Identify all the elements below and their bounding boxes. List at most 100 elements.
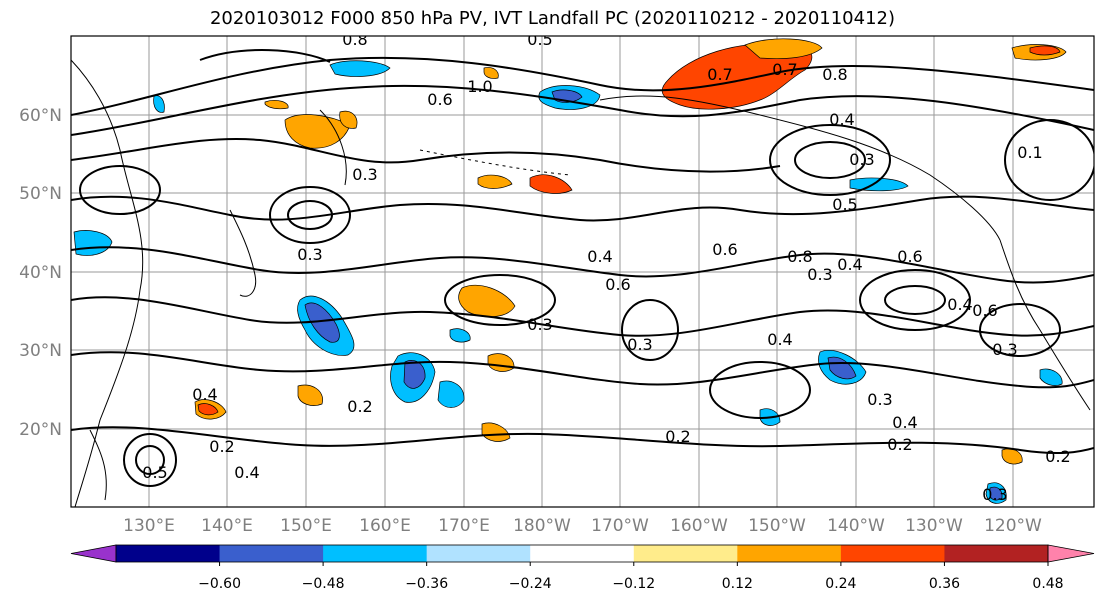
colorbar-frame [115, 544, 1049, 563]
contour-loop [769, 124, 891, 196]
lat-label: 20°N [19, 420, 62, 440]
contour-label: 0.2 [347, 397, 372, 416]
gridlines [71, 36, 1094, 507]
contour-label: 0.4 [234, 463, 259, 482]
contour-labels: 0.8 0.50.70.60.31.00.60.30.80.70.40.30.50… [142, 30, 1070, 504]
lon-label: 150°E [280, 516, 332, 536]
shade-patch [403, 360, 426, 389]
colorbar-tick-label: 0.24 [825, 576, 856, 592]
contour-label: 0.8 [787, 247, 812, 266]
contour-line [71, 56, 1094, 116]
shade-patch [329, 60, 391, 77]
contour-label: 1.0 [467, 77, 492, 96]
contour-label: 0.3 [867, 390, 892, 409]
coastline-asia [71, 59, 144, 507]
colorbar-segment [323, 545, 428, 562]
coastline-na-west [999, 239, 1091, 411]
lon-label: 150°W [748, 516, 806, 536]
contour-label: 0.4 [767, 330, 792, 349]
shade-patch [477, 174, 513, 189]
colorbar-segment [840, 545, 945, 562]
contour-line [71, 246, 1094, 284]
contour-label: 0.8 [822, 65, 847, 84]
contour-loop [135, 445, 165, 475]
contour-label: 0.4 [829, 110, 854, 129]
shade-patch [264, 100, 289, 110]
contour-label: 0.6 [605, 275, 630, 294]
contour-label: 0.2 [209, 437, 234, 456]
plot-frame [70, 35, 1095, 508]
contour-label: 0.7 [772, 60, 797, 79]
colorbar-tick-label: 0.12 [722, 576, 753, 592]
lon-label: 160°E [359, 516, 411, 536]
contour-label: 0.8 [342, 30, 367, 49]
contour-label: 0.5 [142, 463, 167, 482]
contour-loop [123, 433, 177, 487]
contour-loop [979, 303, 1061, 357]
contour-line [71, 296, 1094, 337]
contour-label: 0.4 [587, 247, 612, 266]
shade-patch [284, 114, 351, 149]
contour-loop [621, 299, 679, 361]
coastlines [71, 59, 1091, 507]
contour-label: 0.6 [972, 301, 997, 320]
contour-label: 0.6 [712, 240, 737, 259]
contour-label: 0.4 [837, 255, 862, 274]
longitude-labels: 130°E 140°E 150°E 160°E 170°E 180°W 170°W 160°W… [123, 516, 1042, 536]
lon-label: 130°E [123, 516, 175, 536]
contour-label: 0.5 [832, 195, 857, 214]
shade-patch [437, 380, 465, 408]
contour-label: 0.2 [887, 435, 912, 454]
contour-label: 0.3 [807, 265, 832, 284]
colorbar-tick-label: −0.60 [198, 576, 241, 592]
coastline-japan [229, 209, 257, 297]
lat-label: 30°N [19, 341, 62, 361]
shade-patch [1039, 368, 1063, 386]
pv-contours [71, 49, 1094, 487]
contour-label: 0.7 [707, 65, 732, 84]
contour-loop [794, 141, 866, 179]
contour-label: 0.4 [947, 295, 972, 314]
latitude-labels: 60°N 50°N 40°N 30°N 20°N [19, 106, 62, 440]
contour-loop [444, 274, 556, 326]
lon-label: 130°W [905, 516, 963, 536]
shade-patch [197, 403, 219, 416]
contour-line [71, 195, 1094, 222]
coastline-kamchatka [319, 109, 347, 186]
colorbar-tick-label: −0.24 [509, 576, 552, 592]
colorbar-segment [944, 545, 1049, 562]
shade-patch [1029, 45, 1061, 56]
shade-patch [458, 284, 516, 318]
shade-patch [481, 422, 511, 442]
colorbar-extend-max [1047, 544, 1095, 563]
contour-label: 0.3 [849, 150, 874, 169]
colorbar-tick-label: −0.48 [302, 576, 345, 592]
lat-label: 50°N [19, 184, 62, 204]
colorbar-tick-label: 0.36 [929, 576, 960, 592]
aleutians [419, 149, 571, 176]
contour-line [71, 84, 1094, 136]
contour-loop [709, 361, 811, 419]
contour-label: 0.5 [527, 30, 552, 49]
lon-label: 120°W [984, 516, 1042, 536]
lon-label: 140°W [827, 516, 885, 536]
shade-patch [744, 38, 823, 60]
lon-label: 140°E [201, 516, 253, 536]
colorbar-segment [737, 545, 842, 562]
contour-label: 0.3 [982, 485, 1007, 504]
map-title: 2020103012 F000 850 hPa PV, IVT Landfall… [209, 8, 896, 29]
contour-label: 0.4 [192, 385, 217, 404]
shade-patch [153, 95, 165, 113]
contour-loop [79, 165, 161, 215]
lat-label: 60°N [19, 106, 62, 126]
contour-label: 0.3 [627, 335, 652, 354]
contour-label: 0.6 [897, 247, 922, 266]
lon-label: 170°E [438, 516, 490, 536]
pv-shaded-regions [73, 38, 1067, 504]
colorbar-extend-min [70, 544, 117, 563]
colorbar: −0.60 −0.48 −0.36 −0.24 −0.12 0.12 0.24 0.36 0.4… [70, 544, 1095, 592]
contour-line [199, 49, 331, 63]
contour-label: 0.3 [352, 165, 377, 184]
colorbar-segment [219, 545, 324, 562]
colorbar-segment [633, 545, 738, 562]
